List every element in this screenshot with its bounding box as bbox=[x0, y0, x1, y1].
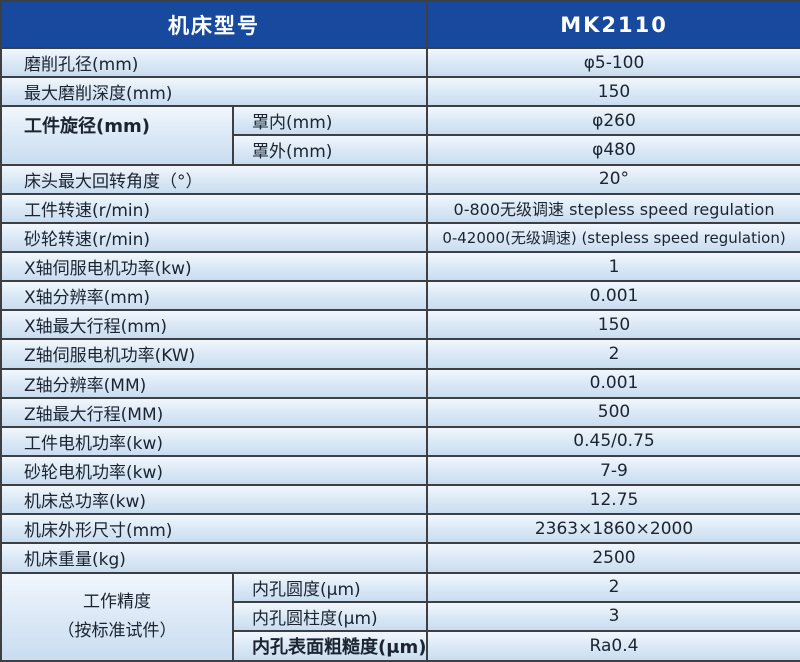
spec-label: X轴最大行程(mm) bbox=[0, 309, 428, 341]
spec-value: 150 bbox=[426, 76, 800, 108]
spec-value: 0-42000(无级调速) (stepless speed regulation… bbox=[426, 221, 800, 253]
model-value-header: MK2110 bbox=[426, 0, 800, 49]
table-row: 床头最大回转角度（°） 20° bbox=[0, 163, 800, 195]
spec-value: Ra0.4 bbox=[426, 629, 800, 662]
table-row: 工件转速(r/min) 0-800无级调速 stepless speed reg… bbox=[0, 192, 800, 224]
table-row: Z轴伺服电机功率(KW) 2 bbox=[0, 338, 800, 370]
table-row: 砂轮电机功率(kw) 7-9 bbox=[0, 454, 800, 487]
spec-value: 1 bbox=[426, 250, 800, 283]
table-row: 内孔圆柱度(μm) 3 bbox=[1, 600, 800, 632]
spec-value: 0-800无级调速 stepless speed regulation bbox=[426, 192, 800, 224]
spec-sublabel: 罩外(mm) bbox=[232, 134, 428, 166]
spec-value: φ480 bbox=[426, 134, 800, 166]
spec-label: 机床外形尺寸(mm) bbox=[0, 513, 428, 545]
spec-label: 工件电机功率(kw) bbox=[0, 425, 428, 457]
spec-value: 2 bbox=[426, 571, 800, 603]
spec-label: Z轴最大行程(MM) bbox=[0, 396, 428, 428]
spec-value: 2500 bbox=[426, 542, 800, 574]
spec-value: φ5-100 bbox=[426, 46, 800, 79]
group-label-line2: （按标准试件） bbox=[57, 620, 177, 641]
table-row: 工件电机功率(kw) 0.45/0.75 bbox=[0, 425, 800, 457]
spec-label: 最大磨削深度(mm) bbox=[0, 76, 428, 108]
table-row: 砂轮转速(r/min) 0-42000(无级调速) (stepless spee… bbox=[0, 221, 800, 253]
spec-value: 0.45/0.75 bbox=[426, 425, 800, 457]
spec-sublabel: 内孔圆度(μm) bbox=[232, 571, 428, 603]
spec-group-label: 工件旋径(mm) bbox=[0, 105, 234, 166]
table-row: 工件旋径(mm) 罩内(mm) φ260 bbox=[0, 105, 800, 166]
spec-label: Z轴伺服电机功率(KW) bbox=[0, 338, 428, 370]
spec-label: 砂轮电机功率(kw) bbox=[0, 454, 428, 487]
table-row: 工作精度 （按标准试件） 内孔圆度(μm) 2 bbox=[0, 571, 800, 662]
spec-value: 3 bbox=[426, 600, 800, 632]
table-row: 机床重量(kg) 2500 bbox=[0, 542, 800, 574]
table-row: 磨削孔径(mm) φ5-100 bbox=[0, 46, 800, 79]
spec-value: 7-9 bbox=[426, 454, 800, 487]
spec-value: 20° bbox=[426, 163, 800, 195]
spec-value: 500 bbox=[426, 396, 800, 428]
spec-label: X轴分辨率(mm) bbox=[0, 280, 428, 312]
table-row: 内孔表面粗糙度(μm) Ra0.4 bbox=[1, 629, 800, 662]
table-row: X轴伺服电机功率(kw) 1 bbox=[0, 250, 800, 283]
spec-label: X轴伺服电机功率(kw) bbox=[0, 250, 428, 283]
spec-label: 机床重量(kg) bbox=[0, 542, 428, 574]
spec-label: Z轴分辨率(MM) bbox=[0, 367, 428, 399]
spec-value: 150 bbox=[426, 309, 800, 341]
spec-value: φ260 bbox=[426, 105, 800, 137]
spec-label: 机床总功率(kw) bbox=[0, 484, 428, 516]
model-label-header: 机床型号 bbox=[0, 0, 428, 49]
spec-label: 工件转速(r/min) bbox=[0, 192, 428, 224]
spec-group-label: 工作精度 （按标准试件） bbox=[0, 571, 234, 662]
spec-value: 0.001 bbox=[426, 367, 800, 399]
spec-label: 床头最大回转角度（°） bbox=[0, 163, 428, 195]
spec-value: 12.75 bbox=[426, 484, 800, 516]
spec-label: 磨削孔径(mm) bbox=[0, 46, 428, 79]
table-row: 机床外形尺寸(mm) 2363×1860×2000 bbox=[0, 513, 800, 545]
table-row: Z轴最大行程(MM) 500 bbox=[0, 396, 800, 428]
table-row: X轴分辨率(mm) 0.001 bbox=[0, 280, 800, 312]
table-row: X轴最大行程(mm) 150 bbox=[0, 309, 800, 341]
spec-value: 0.001 bbox=[426, 280, 800, 312]
table-row: 机床总功率(kw) 12.75 bbox=[0, 484, 800, 516]
spec-sublabel: 罩内(mm) bbox=[232, 105, 428, 137]
header-row: 机床型号 MK2110 bbox=[0, 0, 800, 49]
spec-label: 砂轮转速(r/min) bbox=[0, 221, 428, 253]
table-row: 最大磨削深度(mm) 150 bbox=[0, 76, 800, 108]
table-row: Z轴分辨率(MM) 0.001 bbox=[0, 367, 800, 399]
group-label-line1: 工作精度 bbox=[83, 591, 151, 612]
spec-value: 2 bbox=[426, 338, 800, 370]
spec-sublabel: 内孔表面粗糙度(μm) bbox=[232, 629, 428, 662]
spec-value: 2363×1860×2000 bbox=[426, 513, 800, 545]
spec-sublabel: 内孔圆柱度(μm) bbox=[232, 600, 428, 632]
